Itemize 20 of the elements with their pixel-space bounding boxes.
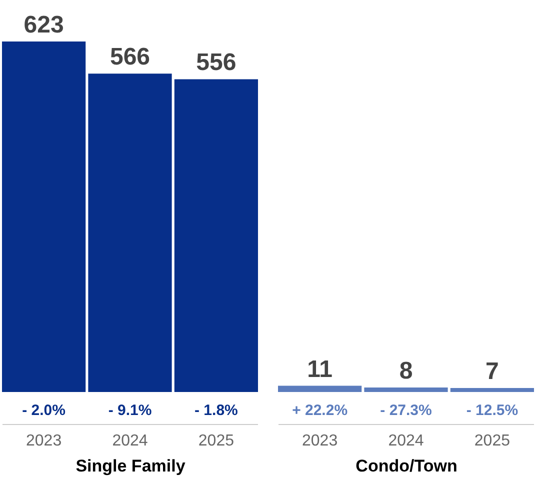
text: + 22.2% [292,402,348,419]
data-label: 11 [307,356,332,383]
data-label: 623 [24,12,64,39]
data-label: 566 [110,44,150,71]
x-axis-title: Single Family [76,456,186,476]
data-label: 8 [399,358,413,384]
x-tick-label: 2025 [474,432,510,450]
x-tick-label: 2024 [388,432,424,450]
data-label: 556 [196,49,236,76]
text: - 2.0% [22,402,66,419]
text: - 12.5% [466,402,518,419]
text: - 27.3% [380,402,432,419]
text: - 1.8% [194,402,238,419]
text: - 9.1% [108,402,152,419]
x-axis-title: Condo/Town [356,456,458,476]
x-tick-label: 2023 [26,432,62,450]
x-tick-label: 2023 [302,432,338,450]
data-label: 7 [486,358,499,386]
x-tick-label: 2025 [198,432,234,450]
x-tick-label: 2024 [112,432,148,450]
